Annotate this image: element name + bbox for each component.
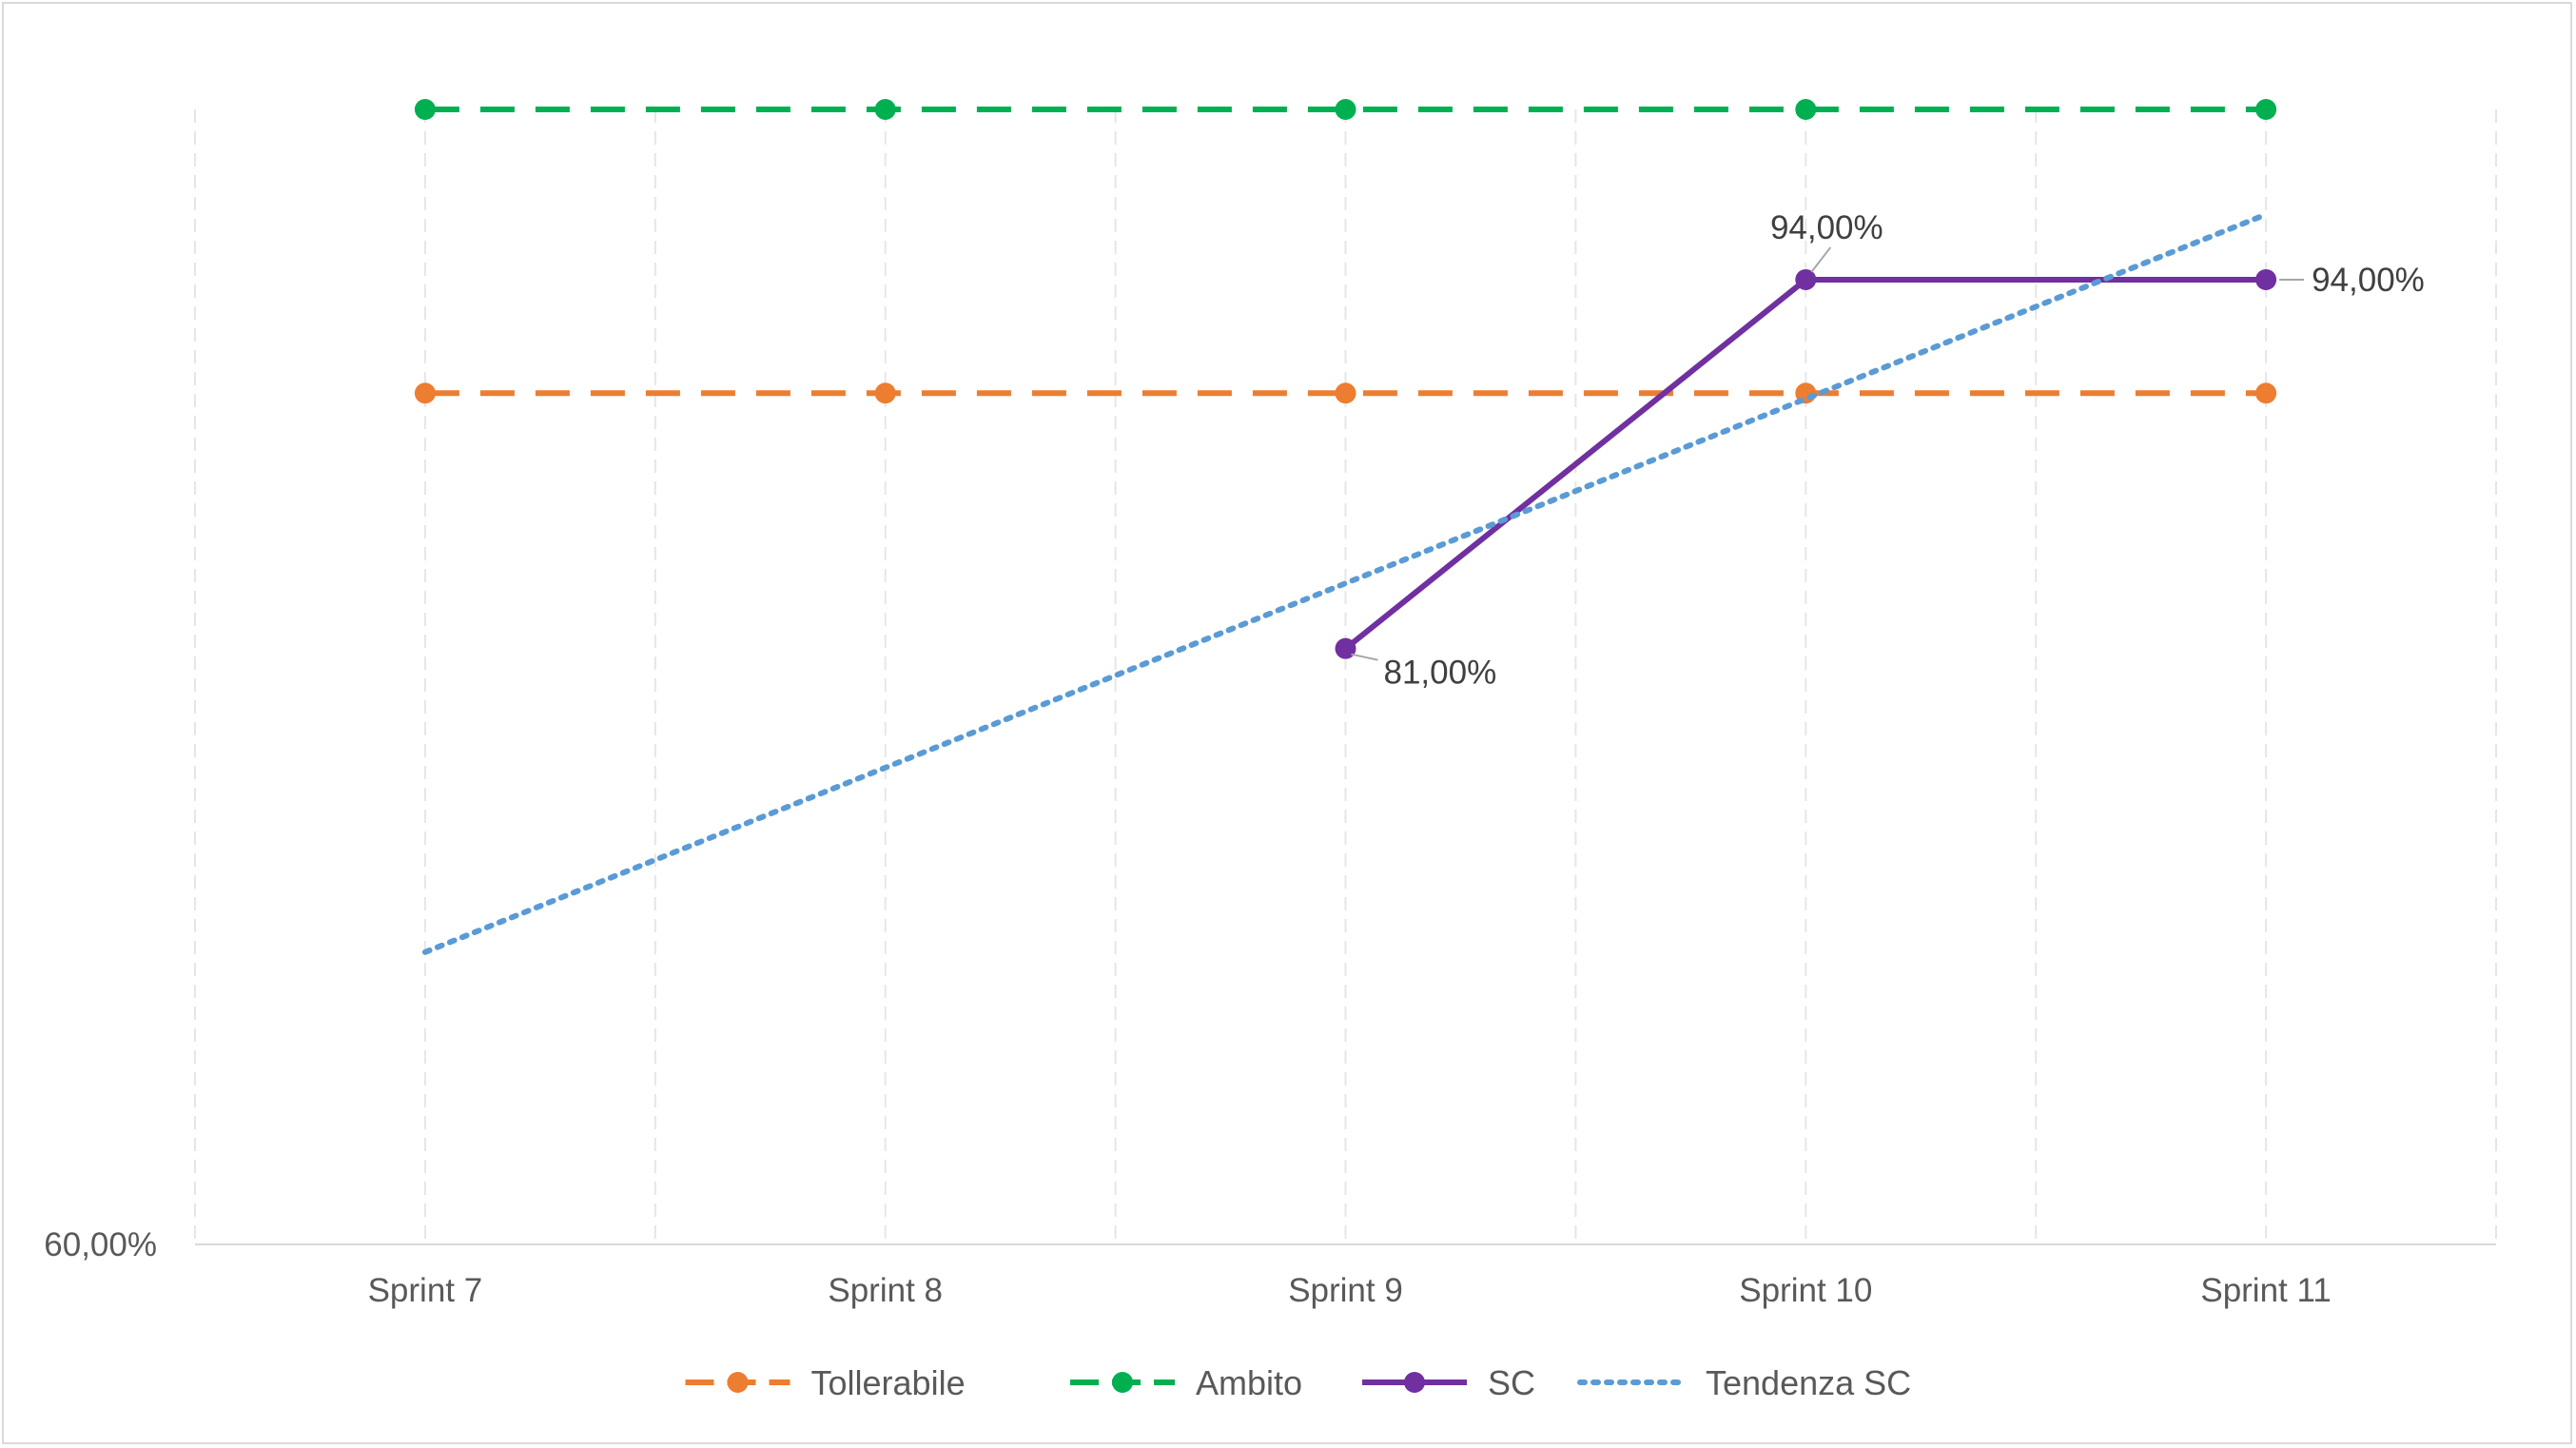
legend-label: Tollerabile (811, 1363, 966, 1402)
x-axis: Sprint 7 Sprint 8 Sprint 9 Sprint 10 Sprint … (44, 1226, 2496, 1309)
vertical-gridlines (194, 109, 2497, 1244)
data-point-sc (2255, 268, 2277, 290)
legend: Tollerabile Ambito SC Tendenza SC (685, 1363, 1911, 1402)
legend-item-ambito: Ambito (1070, 1363, 1302, 1402)
x-tick-label: Sprint 9 (1288, 1272, 1403, 1309)
legend-item-tendenza-sc: Tendenza SC (1577, 1363, 1911, 1402)
series-ambito (414, 99, 2277, 120)
data-point-ambito (1795, 99, 1817, 120)
data-point-tollerabile (1335, 382, 1356, 404)
legend-label: Tendenza SC (1706, 1363, 1911, 1402)
legend-marker (1404, 1372, 1425, 1393)
x-tick-label: Sprint 11 (2200, 1272, 2332, 1309)
series-layer (414, 99, 2277, 955)
series-tollerabile (414, 382, 2277, 404)
leader-line (1810, 246, 1832, 273)
data-point-ambito (1335, 99, 1356, 120)
data-point-sc (1795, 268, 1817, 290)
data-point-ambito (874, 99, 896, 120)
legend-item-sc: SC (1362, 1363, 1535, 1402)
data-labels: 81,00% 94,00% 94,00% (1351, 209, 2425, 692)
legend-marker (1112, 1372, 1133, 1393)
legend-label: SC (1488, 1363, 1535, 1402)
data-point-ambito (414, 99, 436, 120)
data-label: 94,00% (1770, 209, 1883, 246)
data-label: 81,00% (1384, 655, 1497, 692)
data-label: 94,00% (2312, 262, 2425, 299)
series-line-tendenza-sc (421, 211, 2270, 955)
legend-item-tollerabile: Tollerabile (685, 1363, 966, 1402)
legend-label: Ambito (1196, 1363, 1302, 1402)
data-point-tollerabile (874, 382, 896, 404)
data-point-tollerabile (414, 382, 436, 404)
series-tendenza-sc (421, 211, 2270, 955)
x-tick-label: Sprint 10 (1739, 1272, 1872, 1309)
data-point-ambito (2255, 99, 2277, 120)
data-point-sc (1335, 637, 1356, 659)
series-sc (1335, 268, 2277, 659)
data-point-tollerabile (2255, 382, 2277, 404)
x-tick-label: Sprint 8 (828, 1272, 943, 1309)
leader-line (1351, 653, 1378, 661)
y-tick-label: 60,00% (44, 1226, 157, 1263)
legend-marker (727, 1372, 749, 1393)
x-tick-label: Sprint 7 (368, 1272, 483, 1309)
